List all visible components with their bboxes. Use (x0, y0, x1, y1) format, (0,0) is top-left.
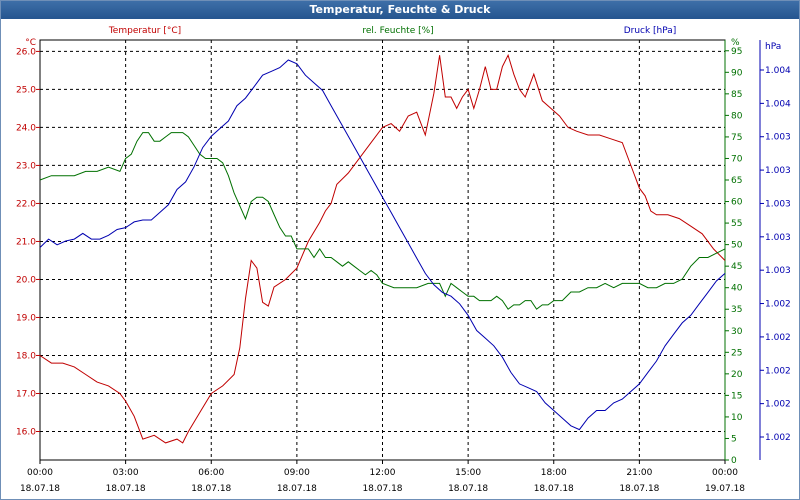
humidity-tick-label: 65 (731, 176, 742, 186)
humidity-tick-label: 45 (731, 262, 742, 272)
pressure-tick-label: 1.004 (765, 66, 791, 76)
humidity-axis-unit: % (731, 38, 740, 48)
x-tick-time: 21:00 (626, 468, 652, 478)
temp-tick-label: 20.0 (16, 275, 36, 285)
x-tick-date: 19.07.18 (705, 484, 745, 494)
temp-tick-label: 23.0 (16, 161, 36, 171)
x-tick-date: 18.07.18 (534, 484, 574, 494)
humidity-tick-label: 30 (731, 327, 743, 337)
series-name-pressure: Druck [hPa] (624, 26, 677, 36)
humidity-tick-label: 25 (731, 348, 742, 358)
temp-tick-label: 25.0 (16, 85, 36, 95)
x-tick-date: 18.07.18 (362, 484, 402, 494)
pressure-tick-label: 1.002 (765, 433, 791, 443)
pressure-tick-label: 1.002 (765, 366, 791, 376)
x-tick-time: 15:00 (455, 468, 481, 478)
temp-tick-label: 22.0 (16, 199, 36, 209)
series-name-temperature: Temperatur [°C] (108, 26, 181, 36)
series-line-pressure (39, 59, 726, 431)
temp-tick-label: 21.0 (16, 237, 36, 247)
humidity-tick-label: 5 (731, 434, 737, 444)
x-tick-date: 18.07.18 (448, 484, 488, 494)
series-line-temperature (39, 53, 726, 444)
pressure-tick-label: 1.003 (765, 266, 791, 276)
humidity-tick-label: 85 (731, 90, 742, 100)
humidity-tick-label: 0 (731, 456, 737, 466)
x-tick-time: 09:00 (284, 468, 310, 478)
x-tick-date: 18.07.18 (20, 484, 60, 494)
humidity-tick-label: 55 (731, 219, 742, 229)
humidity-tick-label: 15 (731, 391, 742, 401)
temp-tick-label: 19.0 (16, 313, 36, 323)
pressure-tick-label: 1.003 (765, 133, 791, 143)
x-tick-time: 12:00 (370, 468, 396, 478)
humidity-tick-label: 10 (731, 413, 743, 423)
humidity-tick-label: 60 (731, 198, 743, 208)
x-tick-time: 06:00 (198, 468, 224, 478)
humidity-tick-label: 80 (731, 111, 743, 121)
temp-tick-label: 16.0 (16, 427, 36, 437)
series-name-humidity: rel. Feuchte [%] (362, 26, 433, 36)
humidity-tick-label: 75 (731, 133, 742, 143)
temp-tick-label: 18.0 (16, 351, 36, 361)
series-line-humidity (39, 132, 726, 310)
x-tick-time: 03:00 (113, 468, 139, 478)
x-tick-date: 18.07.18 (277, 484, 317, 494)
temp-tick-label: 26.0 (16, 47, 36, 57)
humidity-tick-label: 40 (731, 284, 743, 294)
pressure-tick-label: 1.002 (765, 300, 791, 310)
pressure-tick-label: 1.002 (765, 333, 791, 343)
pressure-tick-label: 1.002 (765, 400, 791, 410)
x-tick-time: 18:00 (541, 468, 567, 478)
x-tick-date: 18.07.18 (619, 484, 659, 494)
x-tick-time: 00:00 (712, 468, 738, 478)
humidity-tick-label: 70 (731, 154, 743, 164)
pressure-tick-label: 1.003 (765, 166, 791, 176)
temp-tick-label: 24.0 (16, 123, 36, 133)
x-tick-date: 18.07.18 (106, 484, 146, 494)
humidity-tick-label: 20 (731, 370, 743, 380)
pressure-tick-label: 1.004 (765, 99, 791, 109)
humidity-tick-label: 35 (731, 305, 742, 315)
x-tick-time: 00:00 (27, 468, 53, 478)
humidity-tick-label: 90 (731, 68, 743, 78)
humidity-tick-label: 95 (731, 47, 742, 57)
pressure-axis-unit: hPa (765, 42, 781, 52)
x-tick-date: 18.07.18 (191, 484, 231, 494)
pressure-tick-label: 1.003 (765, 199, 791, 209)
humidity-tick-label: 50 (731, 241, 743, 251)
temp-tick-label: 17.0 (16, 389, 36, 399)
pressure-tick-label: 1.003 (765, 233, 791, 243)
temp-axis-unit: °C (25, 38, 36, 48)
window-title: Temperatur, Feuchte & Druck (1, 1, 799, 19)
